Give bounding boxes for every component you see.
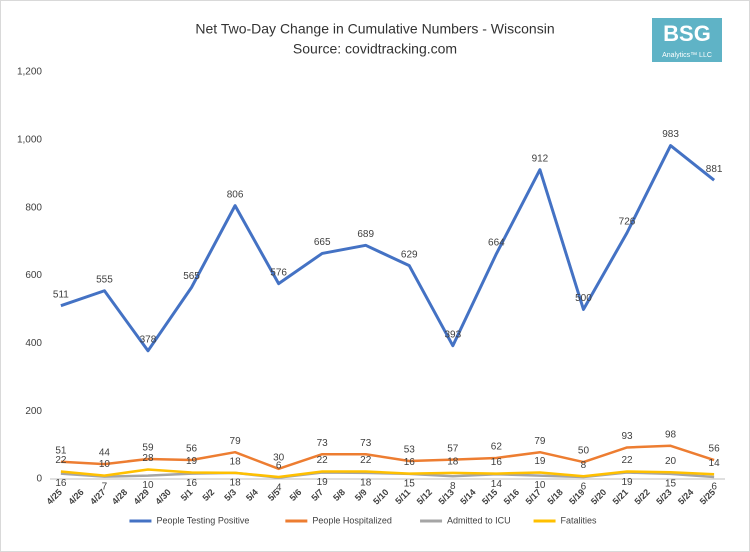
data-label: 79 [230, 436, 242, 447]
logo-text: BSG [663, 21, 711, 46]
data-label: 98 [665, 429, 677, 440]
data-label: 16 [186, 478, 198, 489]
data-label: 7 [102, 481, 108, 492]
data-label: 912 [532, 153, 549, 164]
data-label: 8 [581, 460, 587, 471]
data-label: 983 [662, 129, 679, 140]
legend-label: Fatalities [561, 515, 598, 525]
data-label: 19 [317, 477, 329, 488]
data-label: 79 [534, 436, 546, 447]
data-label: 50 [578, 446, 590, 457]
data-label: 14 [491, 479, 503, 490]
data-label: 44 [99, 448, 111, 459]
y-tick-label: 1,200 [17, 67, 42, 78]
y-tick-label: 600 [25, 270, 42, 281]
data-label: 73 [360, 438, 372, 449]
y-tick-label: 400 [25, 338, 42, 349]
data-label: 62 [491, 442, 503, 453]
data-label: 20 [665, 456, 677, 467]
data-label: 22 [55, 455, 67, 466]
data-label: 806 [227, 189, 244, 200]
data-label: 57 [447, 443, 459, 454]
data-label: 565 [183, 271, 200, 282]
data-label: 726 [619, 216, 636, 227]
data-label: 19 [186, 456, 198, 467]
data-label: 18 [230, 457, 242, 468]
logo: BSG Analytics™ LLC [652, 18, 722, 62]
data-label: 18 [360, 478, 372, 489]
data-label: 30 [273, 452, 285, 463]
data-label: 4 [276, 482, 282, 493]
data-label: 93 [621, 431, 633, 442]
data-label: 18 [447, 457, 459, 468]
chart-title: Net Two-Day Change in Cumulative Numbers… [195, 21, 554, 37]
data-label: 378 [140, 334, 157, 345]
data-label: 51 [55, 445, 67, 456]
data-label: 10 [534, 480, 546, 491]
data-label: 59 [142, 443, 154, 454]
series-line [60, 468, 715, 479]
logo-box [652, 18, 722, 62]
data-label: 511 [53, 289, 69, 300]
legend-label: People Hospitalized [312, 515, 392, 525]
data-label: 28 [142, 453, 154, 464]
data-label: 14 [709, 458, 721, 469]
data-label: 576 [270, 267, 287, 278]
data-label: 16 [491, 457, 503, 468]
data-label: 15 [665, 479, 677, 490]
data-label: 10 [142, 480, 154, 491]
y-tick-label: 0 [36, 474, 42, 485]
data-label: 629 [401, 249, 418, 260]
data-label: 6 [276, 461, 282, 472]
data-label: 56 [186, 444, 198, 455]
data-label: 53 [404, 445, 416, 456]
y-tick-label: 800 [25, 202, 42, 213]
data-label: 16 [404, 457, 416, 468]
data-label: 881 [706, 164, 723, 175]
data-label: 8 [450, 481, 456, 492]
data-label: 500 [575, 293, 592, 304]
data-label: 19 [534, 456, 546, 467]
data-label: 22 [621, 455, 633, 466]
legend-label: People Testing Positive [156, 515, 249, 525]
data-label: 19 [621, 477, 633, 488]
logo-subtext: Analytics™ LLC [662, 52, 712, 59]
data-label: 18 [230, 478, 242, 489]
chart-subtitle: Source: covidtracking.com [293, 41, 457, 57]
legend-label: Admitted to ICU [447, 515, 511, 525]
data-label: 56 [709, 444, 721, 455]
y-tick-label: 1,000 [17, 134, 42, 145]
data-label: 6 [581, 482, 587, 493]
data-label: 689 [357, 229, 374, 240]
data-label: 393 [444, 329, 461, 340]
data-label: 664 [488, 237, 505, 248]
data-label: 555 [96, 274, 113, 285]
data-label: 6 [711, 482, 717, 493]
series-line [60, 144, 716, 353]
data-label: 22 [360, 455, 372, 466]
series-line [60, 444, 715, 471]
data-label: 10 [99, 459, 111, 470]
data-label: 15 [404, 479, 416, 490]
data-label: 665 [314, 237, 331, 248]
y-tick-label: 200 [25, 406, 42, 417]
data-label: 73 [317, 438, 329, 449]
data-label: 16 [55, 478, 67, 489]
data-label: 22 [317, 455, 329, 466]
